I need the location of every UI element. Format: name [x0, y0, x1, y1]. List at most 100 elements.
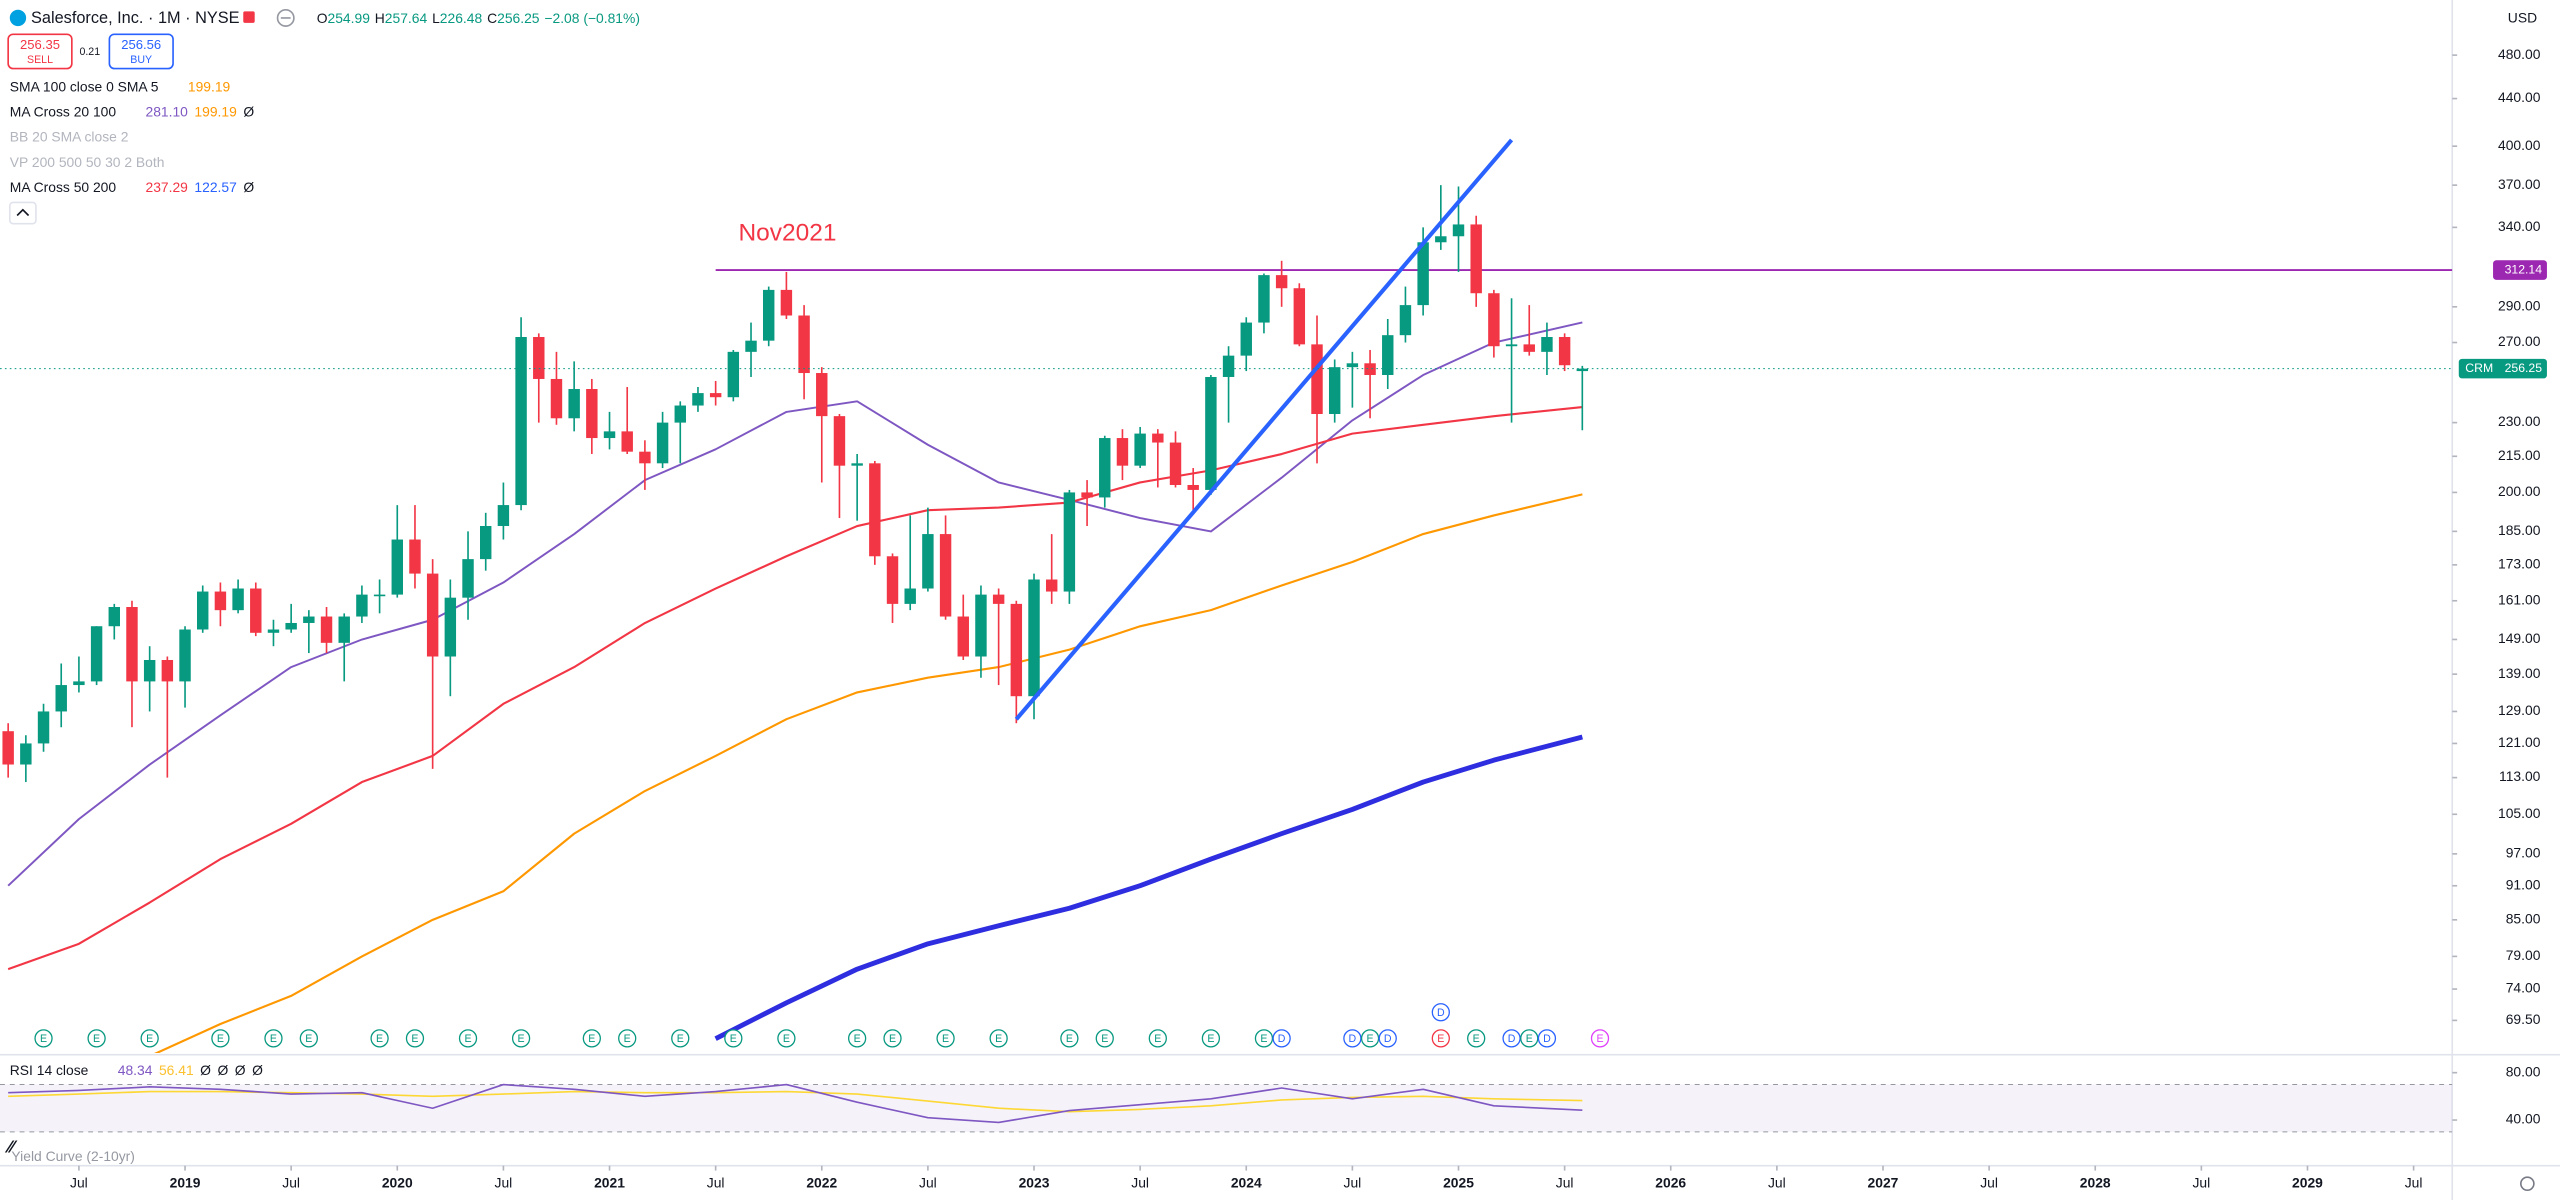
currency[interactable]: USD	[2508, 9, 2537, 25]
sell-button[interactable]	[7, 33, 73, 70]
x-tick-label: Jul	[70, 1174, 88, 1190]
candle-body	[586, 389, 598, 439]
event-circle	[370, 1029, 389, 1048]
event-marker[interactable]: E	[1095, 1029, 1114, 1048]
event-circle	[1590, 1029, 1610, 1048]
candle-body	[1293, 288, 1306, 345]
event-circle	[1201, 1029, 1221, 1048]
event-marker[interactable]: E	[1520, 1029, 1539, 1048]
event-circle	[140, 1029, 159, 1048]
x-tick-label: 2021	[594, 1174, 625, 1190]
event-marker[interactable]: E	[847, 1029, 867, 1048]
footer-indicator[interactable]: Yield Curve (2-10yr)	[11, 1148, 134, 1164]
candle-body	[1364, 363, 1376, 376]
buy-button[interactable]	[108, 33, 174, 70]
candle-body	[1028, 579, 1040, 697]
event-marker[interactable]: E	[511, 1029, 531, 1048]
event-marker[interactable]: D	[1502, 1029, 1521, 1048]
collapse-icon[interactable]	[276, 8, 295, 27]
event-marker[interactable]: D	[1431, 1003, 1450, 1022]
indicator-legend[interactable]: MA Cross 20 100 281.10 199.19 Ø	[10, 103, 255, 119]
indicator-value: 48.34	[118, 1062, 153, 1078]
event-circle	[1095, 1029, 1114, 1048]
symbol-title[interactable]: Salesforce, Inc. · 1M · NYSE	[31, 9, 240, 27]
indicator-legend[interactable]: RSI 14 close 48.34 56.41 Ø Ø Ø Ø	[10, 1062, 263, 1078]
candle-body	[780, 289, 793, 316]
y-tick-label: 400.00	[2498, 137, 2541, 153]
event-marker[interactable]: E	[264, 1029, 283, 1048]
event-marker[interactable]: E	[140, 1029, 159, 1048]
event-marker[interactable]: E	[671, 1029, 690, 1048]
event-marker[interactable]: E	[1254, 1029, 1274, 1048]
event-label: E	[1596, 1033, 1603, 1045]
quote-change: −2.08 (−0.81%)	[544, 9, 640, 25]
event-marker[interactable]: E	[936, 1029, 955, 1048]
sell-label: SELL	[27, 54, 53, 66]
y-tick-label: 113.00	[2499, 768, 2541, 784]
event-marker[interactable]: E	[34, 1029, 53, 1048]
event-label: E	[270, 1033, 277, 1045]
y-tick-label: 215.00	[2498, 447, 2541, 463]
indicator-legend[interactable]: SMA 100 close 0 SMA 5 199.19	[10, 78, 231, 94]
event-marker[interactable]: E	[1360, 1029, 1380, 1048]
flag-icon[interactable]	[243, 11, 255, 23]
event-marker[interactable]: E	[989, 1029, 1008, 1048]
legend-toggle[interactable]	[8, 201, 37, 225]
quote-value: 256.25	[497, 9, 540, 25]
event-marker[interactable]: D	[1537, 1029, 1557, 1048]
event-marker[interactable]: E	[370, 1029, 389, 1048]
event-marker[interactable]: E	[777, 1029, 796, 1048]
event-label: E	[854, 1033, 861, 1045]
candle-body	[267, 629, 280, 633]
event-circle	[264, 1029, 283, 1048]
event-marker[interactable]: E	[1431, 1029, 1450, 1048]
x-tick-label: Jul	[1556, 1174, 1574, 1190]
event-marker[interactable]: E	[87, 1029, 106, 1048]
event-marker[interactable]: E	[883, 1029, 902, 1048]
indicator-line	[7, 405, 1583, 971]
candle-body	[1275, 275, 1288, 289]
event-marker[interactable]: E	[724, 1029, 743, 1048]
event-label: E	[677, 1033, 684, 1045]
event-marker[interactable]: E	[405, 1029, 425, 1048]
event-marker[interactable]: E	[1467, 1029, 1486, 1048]
event-marker[interactable]: E	[582, 1029, 601, 1048]
event-marker[interactable]: E	[211, 1029, 230, 1048]
event-marker[interactable]: D	[1378, 1029, 1397, 1048]
candle-body	[568, 389, 580, 419]
event-circle	[724, 1029, 743, 1048]
event-marker[interactable]: E	[299, 1029, 318, 1048]
event-circle	[777, 1029, 796, 1048]
event-marker[interactable]: E	[1590, 1029, 1610, 1048]
event-marker[interactable]: E	[458, 1029, 478, 1048]
indicator-value: Ø	[243, 179, 254, 195]
indicator-legend[interactable]: BB 20 SMA close 2	[10, 128, 129, 144]
candle-body	[320, 616, 333, 643]
settings-icon[interactable]	[2520, 1176, 2535, 1192]
event-label: E	[1066, 1033, 1073, 1045]
candle-body	[886, 556, 899, 604]
event-marker[interactable]: D	[1272, 1029, 1291, 1048]
candle-body	[1328, 367, 1341, 414]
quote-value: 257.64	[385, 9, 428, 25]
candle-body	[621, 431, 633, 452]
event-circle	[618, 1029, 637, 1048]
candle-body	[37, 711, 50, 744]
y-tick-label: 440.00	[2498, 89, 2541, 105]
event-marker[interactable]: E	[1060, 1029, 1079, 1048]
event-marker[interactable]: D	[1343, 1029, 1362, 1048]
event-label: E	[995, 1033, 1002, 1045]
candle-body	[462, 559, 474, 598]
quote-key: H	[375, 9, 385, 25]
indicator-line	[7, 321, 1583, 887]
event-marker[interactable]: E	[1201, 1029, 1221, 1048]
event-label: E	[464, 1033, 471, 1045]
candle-body	[869, 463, 881, 557]
event-marker[interactable]: E	[1148, 1029, 1167, 1048]
candle-body	[126, 607, 138, 682]
event-circle	[458, 1029, 478, 1048]
indicator-legend[interactable]: MA Cross 50 200 237.29 122.57 Ø	[10, 179, 255, 195]
event-marker[interactable]: E	[618, 1029, 637, 1048]
symbol-logo[interactable]	[9, 9, 27, 27]
indicator-legend[interactable]: VP 200 500 50 30 2 Both	[10, 153, 165, 169]
